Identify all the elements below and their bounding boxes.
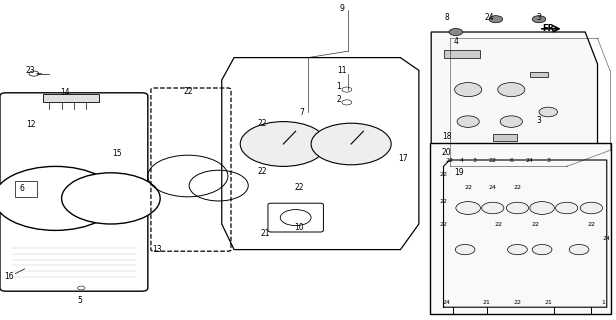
Text: 21: 21 <box>545 300 552 305</box>
Text: 21: 21 <box>483 300 490 305</box>
Text: 9: 9 <box>339 4 344 12</box>
Circle shape <box>457 116 479 127</box>
Text: 22: 22 <box>495 221 503 227</box>
Text: 22: 22 <box>440 172 447 177</box>
Circle shape <box>0 166 117 230</box>
Circle shape <box>508 244 527 255</box>
Text: 3: 3 <box>537 13 541 22</box>
Text: 23: 23 <box>26 66 36 75</box>
Text: 1: 1 <box>602 300 606 305</box>
Text: 15: 15 <box>112 149 122 158</box>
Text: 6: 6 <box>509 157 513 163</box>
Circle shape <box>498 83 525 97</box>
Text: 21: 21 <box>260 229 270 238</box>
Text: 5: 5 <box>78 296 83 305</box>
Circle shape <box>449 28 463 36</box>
Text: 4: 4 <box>460 157 464 163</box>
Bar <box>530 72 548 77</box>
Text: 22: 22 <box>257 119 267 128</box>
Text: 1: 1 <box>336 82 341 91</box>
Text: 24: 24 <box>443 300 450 305</box>
Text: 22: 22 <box>532 221 540 227</box>
Text: 8: 8 <box>444 13 449 22</box>
Text: 24: 24 <box>526 157 533 163</box>
Text: 22: 22 <box>514 185 521 190</box>
Text: 14: 14 <box>60 88 70 97</box>
Text: 7: 7 <box>299 108 304 116</box>
Circle shape <box>62 173 160 224</box>
Circle shape <box>455 244 475 255</box>
Text: 22: 22 <box>183 87 193 96</box>
Text: 24: 24 <box>489 185 496 190</box>
Bar <box>43 94 99 102</box>
Circle shape <box>482 202 504 214</box>
Text: 22: 22 <box>294 183 304 192</box>
Text: 3: 3 <box>546 157 550 163</box>
Bar <box>444 50 480 58</box>
Circle shape <box>569 244 589 255</box>
Text: 3: 3 <box>472 157 476 163</box>
Circle shape <box>240 122 326 166</box>
Text: 18: 18 <box>442 132 452 140</box>
Circle shape <box>455 83 482 97</box>
Text: 20: 20 <box>442 148 452 156</box>
FancyBboxPatch shape <box>430 143 611 314</box>
Text: 22: 22 <box>440 221 447 227</box>
Text: 22: 22 <box>464 185 472 190</box>
Bar <box>493 134 517 141</box>
Text: 2: 2 <box>336 95 341 104</box>
Text: 22: 22 <box>257 167 267 176</box>
Text: 11: 11 <box>337 66 347 75</box>
Text: 22: 22 <box>446 157 453 163</box>
Circle shape <box>580 202 602 214</box>
Text: 13: 13 <box>152 245 162 254</box>
Circle shape <box>500 116 522 127</box>
Text: 10: 10 <box>294 223 304 232</box>
Text: 12: 12 <box>26 120 36 129</box>
Circle shape <box>456 202 480 214</box>
Text: 16: 16 <box>4 272 14 281</box>
Text: 24: 24 <box>603 236 610 241</box>
Circle shape <box>532 244 552 255</box>
Text: FR.: FR. <box>542 24 557 33</box>
Text: 22: 22 <box>440 199 447 204</box>
Text: 19: 19 <box>454 168 464 177</box>
Circle shape <box>556 202 578 214</box>
Text: 24: 24 <box>485 13 495 22</box>
Bar <box>15 181 37 197</box>
Circle shape <box>530 202 554 214</box>
Text: 17: 17 <box>399 154 408 163</box>
Circle shape <box>539 107 557 117</box>
Circle shape <box>489 16 503 23</box>
Circle shape <box>532 16 546 23</box>
Circle shape <box>506 202 529 214</box>
Text: 6: 6 <box>20 184 25 193</box>
Text: 3: 3 <box>537 116 541 124</box>
Text: 22: 22 <box>514 300 521 305</box>
Text: 22: 22 <box>588 221 595 227</box>
Circle shape <box>311 123 391 165</box>
Polygon shape <box>431 32 598 160</box>
Text: 4: 4 <box>453 37 458 46</box>
Text: 22: 22 <box>489 157 496 163</box>
